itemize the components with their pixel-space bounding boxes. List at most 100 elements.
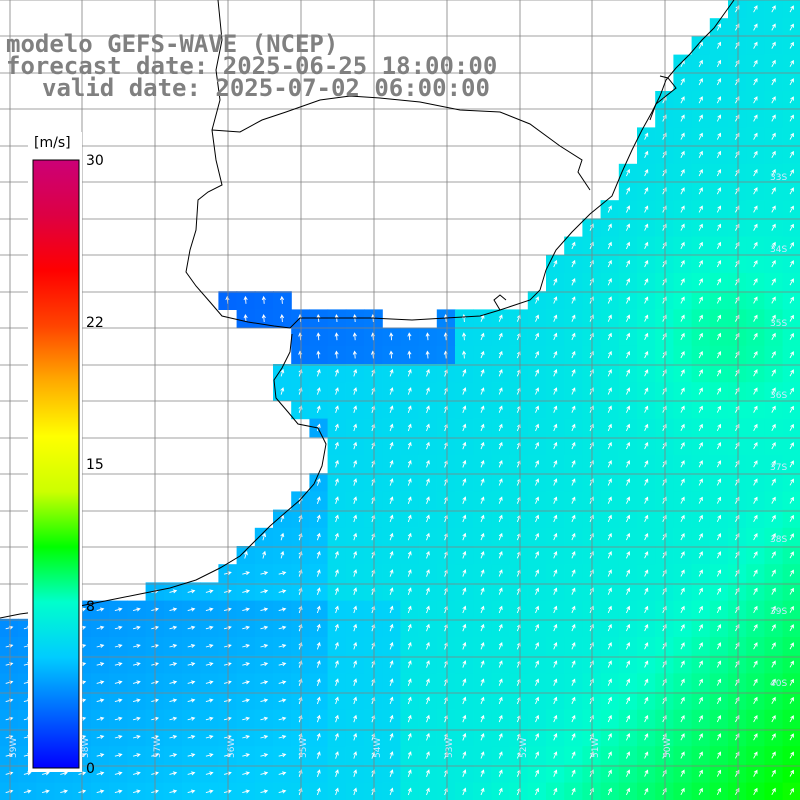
wind-arrow <box>242 607 251 612</box>
wind-arrow <box>698 714 703 723</box>
wind-arrow <box>480 478 485 486</box>
wind-arrow <box>205 771 214 776</box>
wind-arrow <box>753 441 758 450</box>
wind-arrow <box>625 168 631 177</box>
wind-arrow <box>389 368 394 377</box>
wind-arrow <box>625 551 631 559</box>
wind-arrow <box>535 642 540 650</box>
wind-arrow <box>771 787 776 796</box>
wind-arrow <box>607 278 612 286</box>
wind-arrow <box>589 241 594 250</box>
wind-arrow <box>680 660 685 668</box>
wind-arrow <box>352 332 357 341</box>
wind-arrow <box>771 769 776 777</box>
wind-arrow <box>462 423 467 432</box>
wind-arrow <box>698 296 703 304</box>
wind-arrow <box>753 514 758 523</box>
wind-arrow <box>716 460 722 468</box>
wind-arrow <box>223 789 232 794</box>
wind-arrow <box>480 751 485 759</box>
wind-arrow <box>698 642 703 650</box>
wind-arrow <box>698 660 703 668</box>
wind-arrow <box>187 698 196 703</box>
wind-arrow <box>680 496 685 504</box>
wind-arrow <box>644 350 649 359</box>
wind-arrow <box>607 642 612 650</box>
wind-arrow <box>789 241 794 249</box>
wind-arrow <box>334 532 339 541</box>
wind-arrow <box>753 551 758 559</box>
wind-arrow <box>480 733 485 741</box>
wind-arrow <box>407 550 412 559</box>
latitude-label: 34S <box>770 245 787 255</box>
wind-arrow <box>242 734 251 739</box>
wind-arrow <box>698 187 703 195</box>
wind-arrow <box>316 751 321 759</box>
wind-arrow <box>571 332 576 341</box>
wind-arrow <box>278 789 287 794</box>
latitude-labels: 33S 34S 35S 36S 37S 38S 39S 40S <box>770 173 787 689</box>
wind-arrow <box>187 680 196 685</box>
wind-arrow <box>698 551 703 559</box>
wind-arrow <box>644 241 649 249</box>
wind-arrow <box>571 350 576 359</box>
wind-arrow <box>644 387 649 395</box>
wind-arrow <box>589 678 594 686</box>
wind-arrow <box>260 753 269 758</box>
border-path <box>211 95 591 191</box>
wind-arrow <box>498 642 503 650</box>
wind-arrow <box>698 369 703 377</box>
wind-arrow <box>316 478 321 486</box>
wind-arrow <box>771 478 776 486</box>
wind-arrow <box>535 423 540 432</box>
wind-arrow <box>680 350 685 359</box>
wind-arrow <box>260 625 269 630</box>
wind-arrow <box>698 387 703 395</box>
wind-arrow <box>644 168 649 177</box>
wind-arrow <box>96 753 105 758</box>
wind-arrow <box>771 114 776 122</box>
wind-arrow <box>789 369 794 377</box>
wind-arrow <box>553 332 558 341</box>
wind-arrow <box>389 769 394 777</box>
wind-arrow <box>571 605 576 614</box>
wind-arrow <box>389 332 394 341</box>
wind-arrow <box>407 587 412 595</box>
wind-arrow <box>716 532 722 541</box>
wind-arrow <box>625 223 631 231</box>
wind-arrow <box>771 496 776 504</box>
colorbar-ticks: 30 22 15 8 0 <box>86 153 104 777</box>
wind-arrow <box>462 678 467 686</box>
wind-arrow <box>132 625 141 630</box>
wind-arrow <box>462 550 467 559</box>
wind-arrow <box>535 678 540 686</box>
wind-arrow <box>535 532 540 541</box>
wind-arrow <box>535 478 540 486</box>
wind-arrow <box>607 660 612 668</box>
wind-arrow <box>625 623 631 632</box>
coastline-path <box>185 0 735 329</box>
wind-arrow <box>462 569 467 577</box>
wind-arrow <box>334 678 339 686</box>
wind-arrow <box>680 678 685 686</box>
wind-arrow <box>607 423 612 432</box>
wind-arrow <box>771 751 776 759</box>
wind-arrow <box>553 696 558 705</box>
wind-arrow <box>753 41 758 49</box>
wind-arrow <box>407 368 412 377</box>
wind-arrow <box>498 569 503 577</box>
wind-arrow <box>716 278 722 286</box>
wind-arrow <box>607 605 612 614</box>
wind-arrow <box>716 405 722 413</box>
wind-arrow <box>607 332 612 341</box>
wind-arrow <box>242 698 251 703</box>
wind-arrow <box>771 642 776 650</box>
wind-arrow <box>205 734 214 739</box>
wind-arrow <box>260 716 269 721</box>
wind-arrow <box>644 751 649 759</box>
wind-arrow <box>260 771 269 776</box>
wind-arrow <box>96 698 105 703</box>
wind-arrow <box>426 769 430 777</box>
wind-arrow <box>753 696 758 705</box>
